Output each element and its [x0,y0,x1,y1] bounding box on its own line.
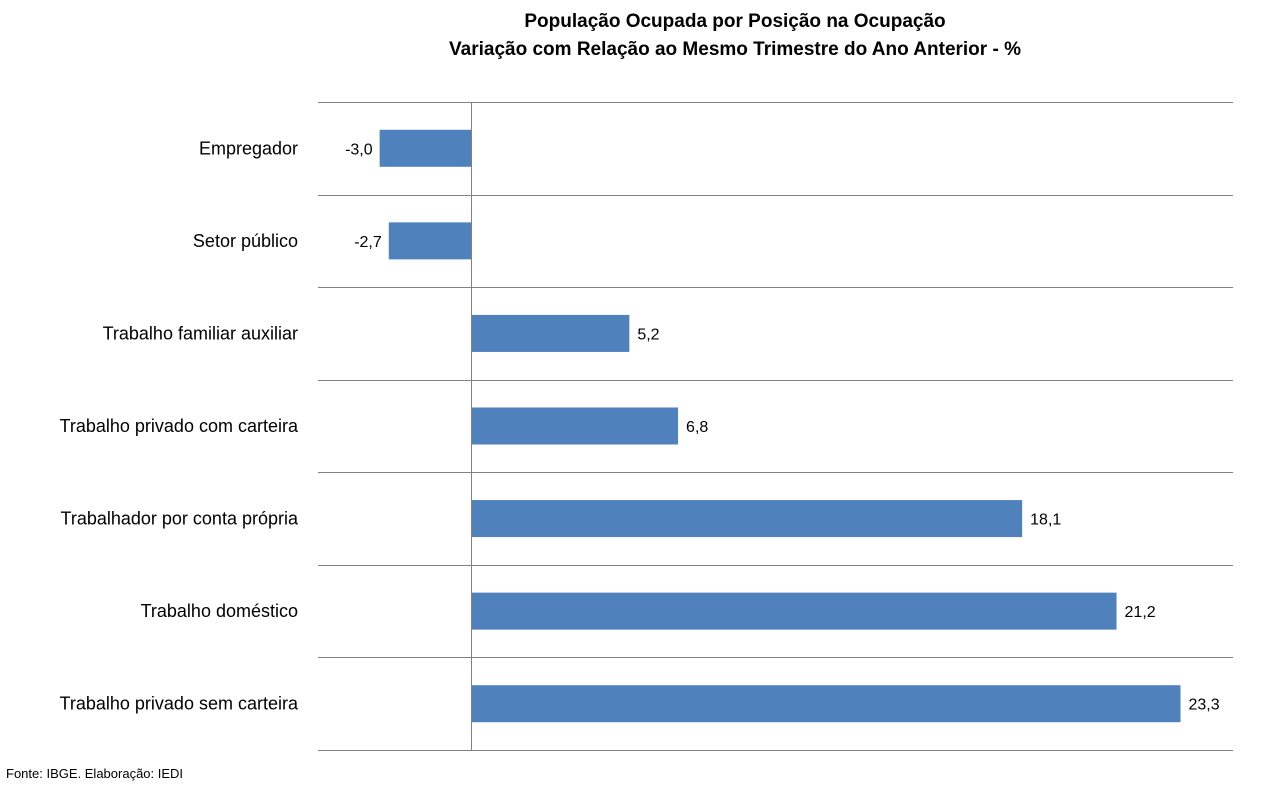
data-labels: -3,0 -2,7 5,2 6,8 18,1 21,2 23,3 [345,141,1220,713]
category-label: Empregador [199,138,298,158]
data-label: -3,0 [345,141,373,158]
category-label: Trabalhador por conta própria [61,509,299,529]
chart-title-line: População Ocupada por Posição na Ocupaçã… [524,11,946,32]
bar [471,592,1117,630]
data-label: 18,1 [1030,512,1061,529]
category-label: Trabalho doméstico [141,601,298,621]
data-label: 23,3 [1188,697,1219,714]
category-label: Trabalho privado sem carteira [60,694,299,714]
chart-title: População Ocupada por Posição na Ocupaçã… [0,8,1264,64]
gridlines [318,102,1233,751]
bar [471,314,630,352]
bar [379,129,471,167]
category-labels: Empregador Setor público Trabalho familiar… [60,138,299,713]
chart-subtitle-line: Variação com Relação ao Mesmo Trimestre … [449,39,1021,60]
category-label: Setor público [193,231,298,251]
bar [471,407,679,445]
bar [471,500,1023,538]
category-label: Trabalho familiar auxiliar [103,323,298,343]
data-label: 21,2 [1125,604,1156,621]
bars [379,129,1181,723]
data-label: 6,8 [686,419,708,436]
category-label: Trabalho privado com carteira [60,416,299,436]
bar [471,685,1181,723]
data-label: 5,2 [637,326,659,343]
source-note: Fonte: IBGE. Elaboração: IEDI [6,766,184,781]
data-label: -2,7 [354,234,382,251]
bar [388,222,471,260]
